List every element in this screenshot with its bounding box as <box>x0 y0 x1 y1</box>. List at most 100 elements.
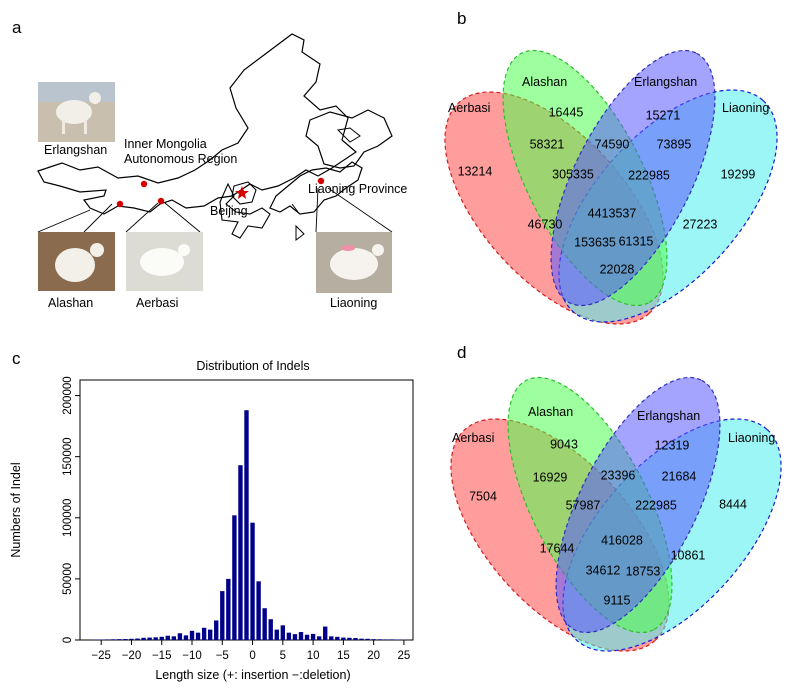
bar-18 <box>359 638 364 640</box>
photo-aerbasi <box>126 232 203 291</box>
venn-b-alashan-erlangshan: 74590 <box>595 137 630 151</box>
bar--24 <box>105 639 110 640</box>
bar-11 <box>316 636 322 640</box>
bar--22 <box>117 639 122 640</box>
beijing-outline <box>231 181 257 205</box>
bar--6 <box>214 620 219 640</box>
venn-d-alashan-erlangshan: 23396 <box>601 468 636 482</box>
bar-5 <box>280 625 286 640</box>
bar-9 <box>304 634 310 640</box>
bar-16 <box>347 637 352 640</box>
bar-20 <box>371 639 376 640</box>
venn-d-aerbasi-alashan: 16929 <box>533 470 568 484</box>
venn-d-aerbasi-alashan-liaoning: 18753 <box>626 564 661 578</box>
venn-b-aerbasi-alashan: 58321 <box>530 137 565 151</box>
bar-0 <box>250 522 255 640</box>
label-autonomous-region: Autonomous Region <box>124 152 237 166</box>
x-tick-label: −20 <box>122 650 142 662</box>
venn-b-alashan-liaoning: 27223 <box>683 217 718 231</box>
photo-alashan <box>38 232 115 291</box>
venn-d-aerbasi-erlangshan: 17644 <box>540 541 575 555</box>
site-dot-aerbasi <box>157 197 165 205</box>
venn-d-aerbasi-liaoning: 9115 <box>604 593 631 607</box>
venn-b-erlangshan-liaoning: 73895 <box>657 137 692 151</box>
x-tick-label: 0 <box>249 650 255 662</box>
bar--17 <box>147 637 152 640</box>
y-axis-label: Numbers of Indel <box>9 462 23 557</box>
bar--2 <box>238 465 243 640</box>
venn-b-aerbasi-erlangshan: 46730 <box>528 217 563 231</box>
venn-d-label-alashan: Alashan <box>528 405 573 419</box>
bar-19 <box>365 638 370 640</box>
x-axis-label: Length size (+: insertion −:deletion) <box>155 668 350 682</box>
venn-d-all-four: 416028 <box>601 533 643 547</box>
bar--18 <box>141 637 146 640</box>
venn-b-sets <box>444 49 778 325</box>
bar--11 <box>183 635 189 640</box>
label-beijing: Beijing <box>210 204 248 218</box>
bar-23 <box>389 639 394 640</box>
venn-d-aerbasi-alashan-erlangshan: 57987 <box>566 498 601 512</box>
venn-b-alashan-erlangshan-liaoning: 222985 <box>628 168 670 182</box>
y-tick-label: 200000 <box>62 376 74 414</box>
bar-17 <box>353 638 358 640</box>
liaoning-outline <box>269 161 363 215</box>
bar-7 <box>292 634 298 640</box>
bar-1 <box>256 581 261 640</box>
x-tick-label: 5 <box>280 650 286 662</box>
bar-24 <box>395 639 401 641</box>
bar-12 <box>323 626 328 640</box>
bar-4 <box>274 629 279 640</box>
venn-d-alashan-erlangshan-liaoning: 222985 <box>635 498 677 512</box>
venn-b-aerbasi-liaoning: 22028 <box>600 262 635 276</box>
bar-13 <box>329 636 334 640</box>
x-tick-label: 20 <box>367 650 380 662</box>
y-tick-label: 0 <box>62 637 74 643</box>
bar-2 <box>262 608 267 640</box>
beijing-star-icon <box>235 186 249 199</box>
bar--16 <box>153 637 158 640</box>
bars <box>92 410 407 641</box>
bar-22 <box>383 639 388 640</box>
venn-d-erlangshan-liaoning: 21684 <box>662 469 697 483</box>
bar--1 <box>244 410 249 640</box>
venn-b-all-four: 4413537 <box>588 206 637 220</box>
venn-b-aerbasi-alashan-erlangshan: 305335 <box>552 167 594 181</box>
bar--3 <box>232 515 237 640</box>
bar--10 <box>189 630 195 640</box>
venn-d-sets <box>450 376 782 652</box>
venn-b-liaoning-only: 19299 <box>721 167 756 181</box>
venn-b-label-alashan: Alashan <box>522 75 567 89</box>
bar--5 <box>220 591 225 640</box>
leader-lines <box>37 187 393 233</box>
venn-b-aerbasi-alashan-liaoning: 61315 <box>619 234 654 248</box>
venn-b-aerbasi-erlangshan-liaoning: 153635 <box>574 235 616 249</box>
beijing-region-outline <box>219 182 271 239</box>
x-tick-label: −5 <box>216 650 229 662</box>
venn-d-aerbasi-only: 7504 <box>469 489 497 503</box>
bar--8 <box>201 627 207 640</box>
venn-d-label-liaoning: Liaoning <box>728 431 775 445</box>
coast-outline <box>291 127 361 241</box>
venn-b-set-erlangshan <box>550 49 716 307</box>
venn-d-erlangshan-only: 12319 <box>655 438 690 452</box>
label-liaoning-province: Liaoning Province <box>308 182 407 196</box>
venn-d-aerbasi-erlangshan-liaoning: 34612 <box>586 563 621 577</box>
panel-letter-a: a <box>12 18 22 37</box>
bar-14 <box>335 636 340 640</box>
venn-b-label-liaoning: Liaoning <box>722 101 769 115</box>
photo-erlangshan <box>38 82 115 142</box>
inner-mongolia-outline <box>37 33 357 215</box>
bar-8 <box>298 632 304 640</box>
venn-b-erlangshan-only: 15271 <box>646 108 681 122</box>
bar--20 <box>129 638 134 640</box>
x-tick-label: −10 <box>182 650 202 662</box>
bar-15 <box>341 637 346 640</box>
bar--15 <box>159 636 164 640</box>
venn-d-alashan-only: 9043 <box>550 437 578 451</box>
chart-title: Distribution of Indels <box>196 359 309 373</box>
y-tick-label: 50000 <box>62 563 74 595</box>
bar--4 <box>226 578 231 640</box>
panel-c: c Distribution of Indels −25 −20 −15 −10 −5 0… <box>9 349 414 682</box>
